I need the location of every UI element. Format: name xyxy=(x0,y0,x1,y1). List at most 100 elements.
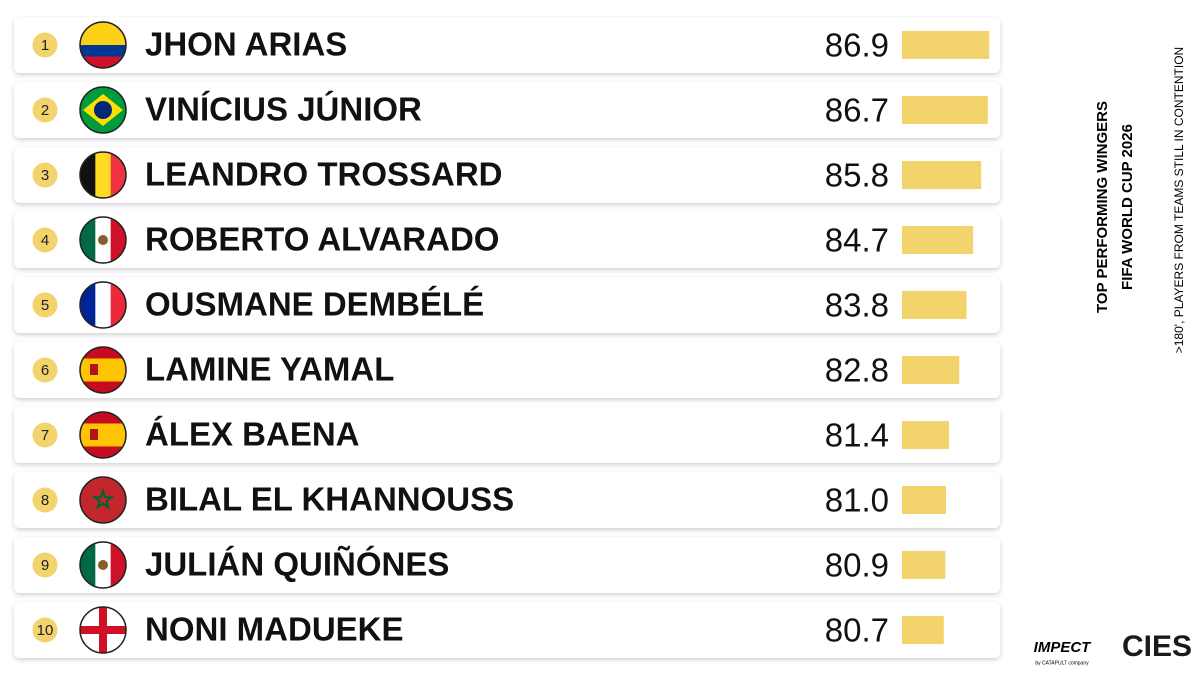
flag-border xyxy=(79,476,127,524)
flag-border xyxy=(79,86,127,134)
bar xyxy=(902,356,960,384)
value-label: 81.4 xyxy=(825,417,889,454)
flag-border xyxy=(79,216,127,264)
flag xyxy=(80,477,126,523)
flag-border xyxy=(79,151,127,199)
player-name: JULIÁN QUIÑÓNES xyxy=(145,546,449,583)
player-name: ROBERTO ALVARADO xyxy=(145,221,499,258)
bar xyxy=(902,421,949,449)
player-name: ÁLEX BAENA xyxy=(145,416,360,453)
bar xyxy=(902,616,944,644)
flag-part xyxy=(80,282,96,328)
row-card xyxy=(14,472,1000,528)
value-label: 80.7 xyxy=(825,612,889,649)
flag-part xyxy=(80,542,96,588)
flag-part xyxy=(95,282,112,328)
bar xyxy=(902,291,967,319)
rank: 4 xyxy=(41,232,49,249)
row-card xyxy=(14,277,1000,333)
flag-part xyxy=(80,423,126,447)
row-card xyxy=(14,212,1000,268)
flag-part xyxy=(80,412,126,424)
player-name: BILAL EL KHANNOUSS xyxy=(145,481,514,518)
rank: 10 xyxy=(37,622,54,639)
rank-badge xyxy=(32,617,58,643)
row-card xyxy=(14,82,1000,138)
row-card xyxy=(14,602,1000,658)
rank: 5 xyxy=(41,297,49,314)
bar xyxy=(902,96,988,124)
bar xyxy=(902,161,982,189)
bar xyxy=(902,551,946,579)
rank-badge xyxy=(32,422,58,448)
flag-part xyxy=(80,56,126,68)
value-label: 86.7 xyxy=(825,92,889,129)
flag-part xyxy=(98,560,108,570)
flag-part xyxy=(80,626,126,634)
logo-impect: IMPECT xyxy=(1034,639,1093,656)
bar xyxy=(902,486,946,514)
flag-part xyxy=(80,22,126,45)
flag xyxy=(80,412,126,458)
flag-part xyxy=(80,358,126,382)
flag-border xyxy=(79,346,127,394)
rank: 7 xyxy=(41,427,49,444)
player-name: VINÍCIUS JÚNIOR xyxy=(145,91,422,128)
flag-part xyxy=(95,152,112,198)
rank: 2 xyxy=(41,102,49,119)
row-card xyxy=(14,147,1000,203)
flag-border xyxy=(79,541,127,589)
flag-part xyxy=(80,381,126,393)
rank-badge xyxy=(32,552,58,578)
rank-badge xyxy=(32,357,58,383)
logo-cies: CIES xyxy=(1122,630,1192,663)
flag-part xyxy=(80,347,126,359)
flag-border xyxy=(79,281,127,329)
rank: 6 xyxy=(41,362,49,379)
flag-part xyxy=(94,101,112,119)
player-name: LAMINE YAMAL xyxy=(145,351,394,388)
value-label: 80.9 xyxy=(825,547,889,584)
value-label: 86.9 xyxy=(825,27,889,64)
flag-part xyxy=(80,217,96,263)
player-name: NONI MADUEKE xyxy=(145,611,404,648)
chart-subtitle: FIFA WORLD CUP 2026 xyxy=(1119,124,1136,290)
chart-note: >180', PLAYERS FROM TEAMS STILL IN CONTE… xyxy=(1172,47,1186,353)
bar xyxy=(902,31,990,59)
rank-badge xyxy=(32,162,58,188)
flag-part xyxy=(80,477,126,523)
flag xyxy=(80,347,126,393)
flag-part xyxy=(80,446,126,458)
rank: 9 xyxy=(41,557,49,574)
value-label: 82.8 xyxy=(825,352,889,389)
flag-part xyxy=(90,429,98,440)
rank-badge xyxy=(32,487,58,513)
flag-part xyxy=(91,487,115,510)
flag-border xyxy=(79,21,127,69)
flag xyxy=(80,87,126,133)
flag-part xyxy=(90,364,98,375)
bar xyxy=(902,226,974,254)
rank-badge xyxy=(32,292,58,318)
flag xyxy=(80,217,126,263)
value-label: 85.8 xyxy=(825,157,889,194)
flag xyxy=(80,22,126,68)
player-name: LEANDRO TROSSARD xyxy=(145,156,503,193)
rank-badge xyxy=(32,97,58,123)
row-card xyxy=(14,407,1000,463)
row-card xyxy=(14,537,1000,593)
flag xyxy=(80,607,126,653)
rank: 8 xyxy=(41,492,49,509)
row-card xyxy=(14,342,1000,398)
player-name: JHON ARIAS xyxy=(145,26,347,63)
flag-border xyxy=(79,606,127,654)
rank-badge xyxy=(32,227,58,253)
flag-part xyxy=(98,235,108,245)
row-card xyxy=(14,17,1000,73)
rank: 3 xyxy=(41,167,49,184)
rank: 1 xyxy=(41,37,49,54)
value-label: 83.8 xyxy=(825,287,889,324)
logo-catapult: by CATAPULT company xyxy=(1035,660,1089,666)
value-label: 81.0 xyxy=(825,482,889,519)
